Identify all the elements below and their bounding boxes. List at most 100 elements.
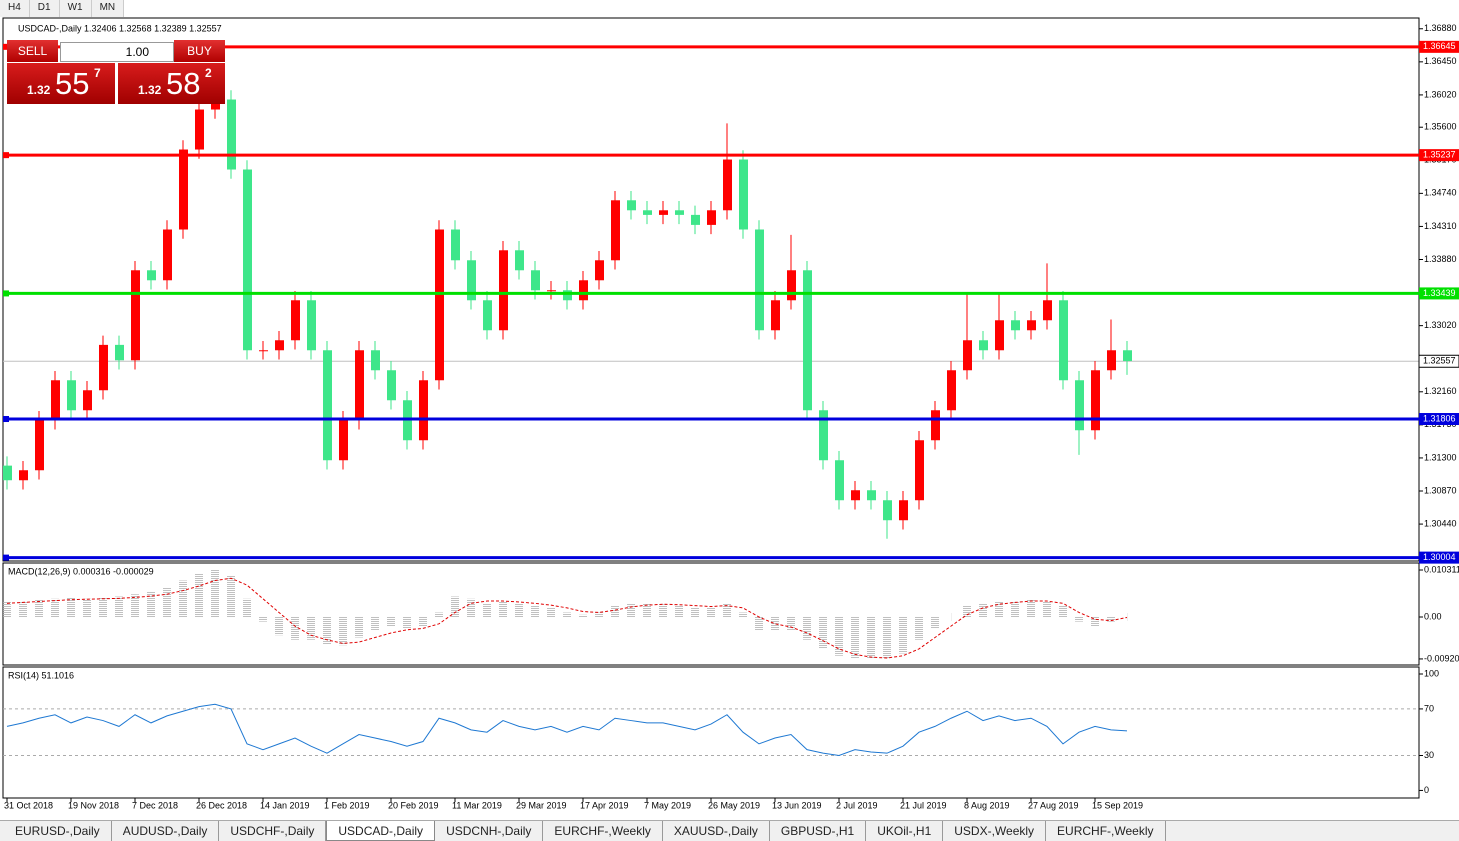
candle-body (787, 270, 796, 301)
candle-body (675, 210, 684, 215)
candle-body (707, 210, 716, 225)
candle-body (51, 380, 60, 421)
x-tick-label: 14 Jan 2019 (260, 800, 310, 810)
x-tick-label: 20 Feb 2019 (388, 800, 439, 810)
x-tick-label: 19 Nov 2018 (68, 800, 119, 810)
sell-button[interactable]: SELL (7, 40, 58, 62)
y-tick-label: 1.33880 (1424, 254, 1457, 264)
candle-body (339, 420, 348, 461)
main-frame (2, 17, 1420, 562)
current-price-label: 1.32557 (1423, 356, 1456, 366)
candle-body (483, 300, 492, 331)
y-tick-label: 100 (1424, 668, 1439, 678)
chart-tab[interactable]: USDCHF-,Daily (219, 821, 327, 841)
candle-body (899, 500, 908, 521)
candle-body (115, 344, 124, 361)
y-tick-label: 1.34310 (1424, 221, 1457, 231)
candle-body (883, 500, 892, 521)
level-tag (1419, 551, 1459, 564)
candle-body (451, 229, 460, 261)
y-tick-label: 1.33020 (1424, 320, 1457, 330)
level-handle (3, 416, 9, 423)
level-tag (1419, 413, 1459, 426)
candle-body (595, 260, 604, 281)
candle-body (995, 320, 1004, 351)
level-handle (3, 554, 9, 561)
chart-tab[interactable]: GBPUSD-,H1 (770, 821, 867, 841)
candle-body (1075, 380, 1084, 431)
candle-body (355, 350, 364, 421)
chart-tab[interactable]: EURUSD-,Daily (4, 821, 112, 841)
y-tick-label: 1.36880 (1424, 23, 1457, 33)
chart-tab[interactable]: USDX-,Weekly (943, 821, 1047, 841)
timeframe-button[interactable]: W1 (60, 0, 92, 17)
buy-button[interactable]: BUY (174, 40, 225, 62)
candle-body (467, 260, 476, 301)
level-handle (3, 43, 9, 50)
candle-body (643, 210, 652, 215)
candle-body (611, 200, 620, 261)
x-tick-label: 26 May 2019 (708, 800, 760, 810)
lot-input[interactable]: 1.00 (60, 42, 174, 62)
candle-body (3, 465, 12, 481)
candle-body (1123, 350, 1132, 362)
chart-tab[interactable]: XAUUSD-,Daily (663, 821, 770, 841)
y-tick-label: 0 (1424, 785, 1429, 795)
chart-tab[interactable]: USDCAD-,Daily (326, 821, 436, 841)
timeframe-button[interactable]: MN (92, 0, 125, 17)
candle-body (323, 350, 332, 461)
chart-tab[interactable]: AUDUSD-,Daily (112, 821, 220, 841)
candle-body (291, 300, 300, 341)
candle-body (1027, 320, 1036, 331)
candle-body (1043, 300, 1052, 321)
candle-body (947, 370, 956, 411)
candle-body (691, 214, 700, 225)
level-label: 1.33439 (1423, 288, 1456, 298)
candle-body (67, 380, 76, 411)
candle-body (579, 280, 588, 301)
candle-body (867, 490, 876, 501)
macd-title: MACD(12,26,9) 0.000316 -0.000029 (8, 566, 154, 576)
x-tick-label: 27 Aug 2019 (1028, 800, 1079, 810)
x-tick-label: 26 Dec 2018 (196, 800, 247, 810)
timeframe-button[interactable]: D1 (30, 0, 60, 17)
candle-body (803, 270, 812, 411)
candle-body (163, 229, 172, 281)
candle-body (307, 300, 316, 351)
level-label: 1.30004 (1423, 552, 1456, 562)
candle-body (227, 99, 236, 170)
chart-tab[interactable]: USDCNH-,Daily (435, 821, 544, 841)
level-tag (1419, 287, 1459, 300)
chart-tab[interactable]: UKOil-,H1 (866, 821, 944, 841)
chart-header: USDCAD-,Daily 1.32406 1.32568 1.32389 1.… (18, 23, 222, 33)
candle-body (99, 344, 108, 391)
candle-body (851, 490, 860, 501)
x-tick-label: 1 Feb 2019 (324, 800, 370, 810)
x-tick-label: 7 May 2019 (644, 800, 691, 810)
level-handle (3, 290, 9, 297)
candle-body (147, 270, 156, 281)
candle-body (1091, 370, 1100, 431)
rsi-line (6, 703, 1128, 757)
price-fraction: 7 (94, 66, 101, 80)
x-tick-label: 8 Aug 2019 (964, 800, 1010, 810)
x-tick-label: 21 Jul 2019 (900, 800, 947, 810)
candle-body (547, 290, 556, 292)
level-handle (3, 152, 9, 159)
chart-tab[interactable]: EURCHF-,Weekly (543, 821, 663, 841)
y-tick-label: 1.36450 (1424, 56, 1457, 66)
buy-price[interactable]: 1.32 58 2 (118, 63, 225, 104)
chart-tab[interactable]: EURCHF-,Weekly (1046, 821, 1166, 841)
candle-body (771, 300, 780, 331)
price-tag (1418, 354, 1459, 368)
candle-body (563, 290, 572, 301)
candle-body (435, 229, 444, 381)
timeframe-button[interactable]: H4 (0, 0, 30, 17)
y-tick-label: 1.34740 (1424, 188, 1457, 198)
y-tick-label: 30 (1424, 750, 1434, 760)
sell-price[interactable]: 1.32 55 7 (7, 63, 115, 104)
y-tick-label: 1.36020 (1424, 89, 1457, 99)
x-tick-label: 29 Mar 2019 (516, 800, 567, 810)
candle-body (659, 210, 668, 215)
